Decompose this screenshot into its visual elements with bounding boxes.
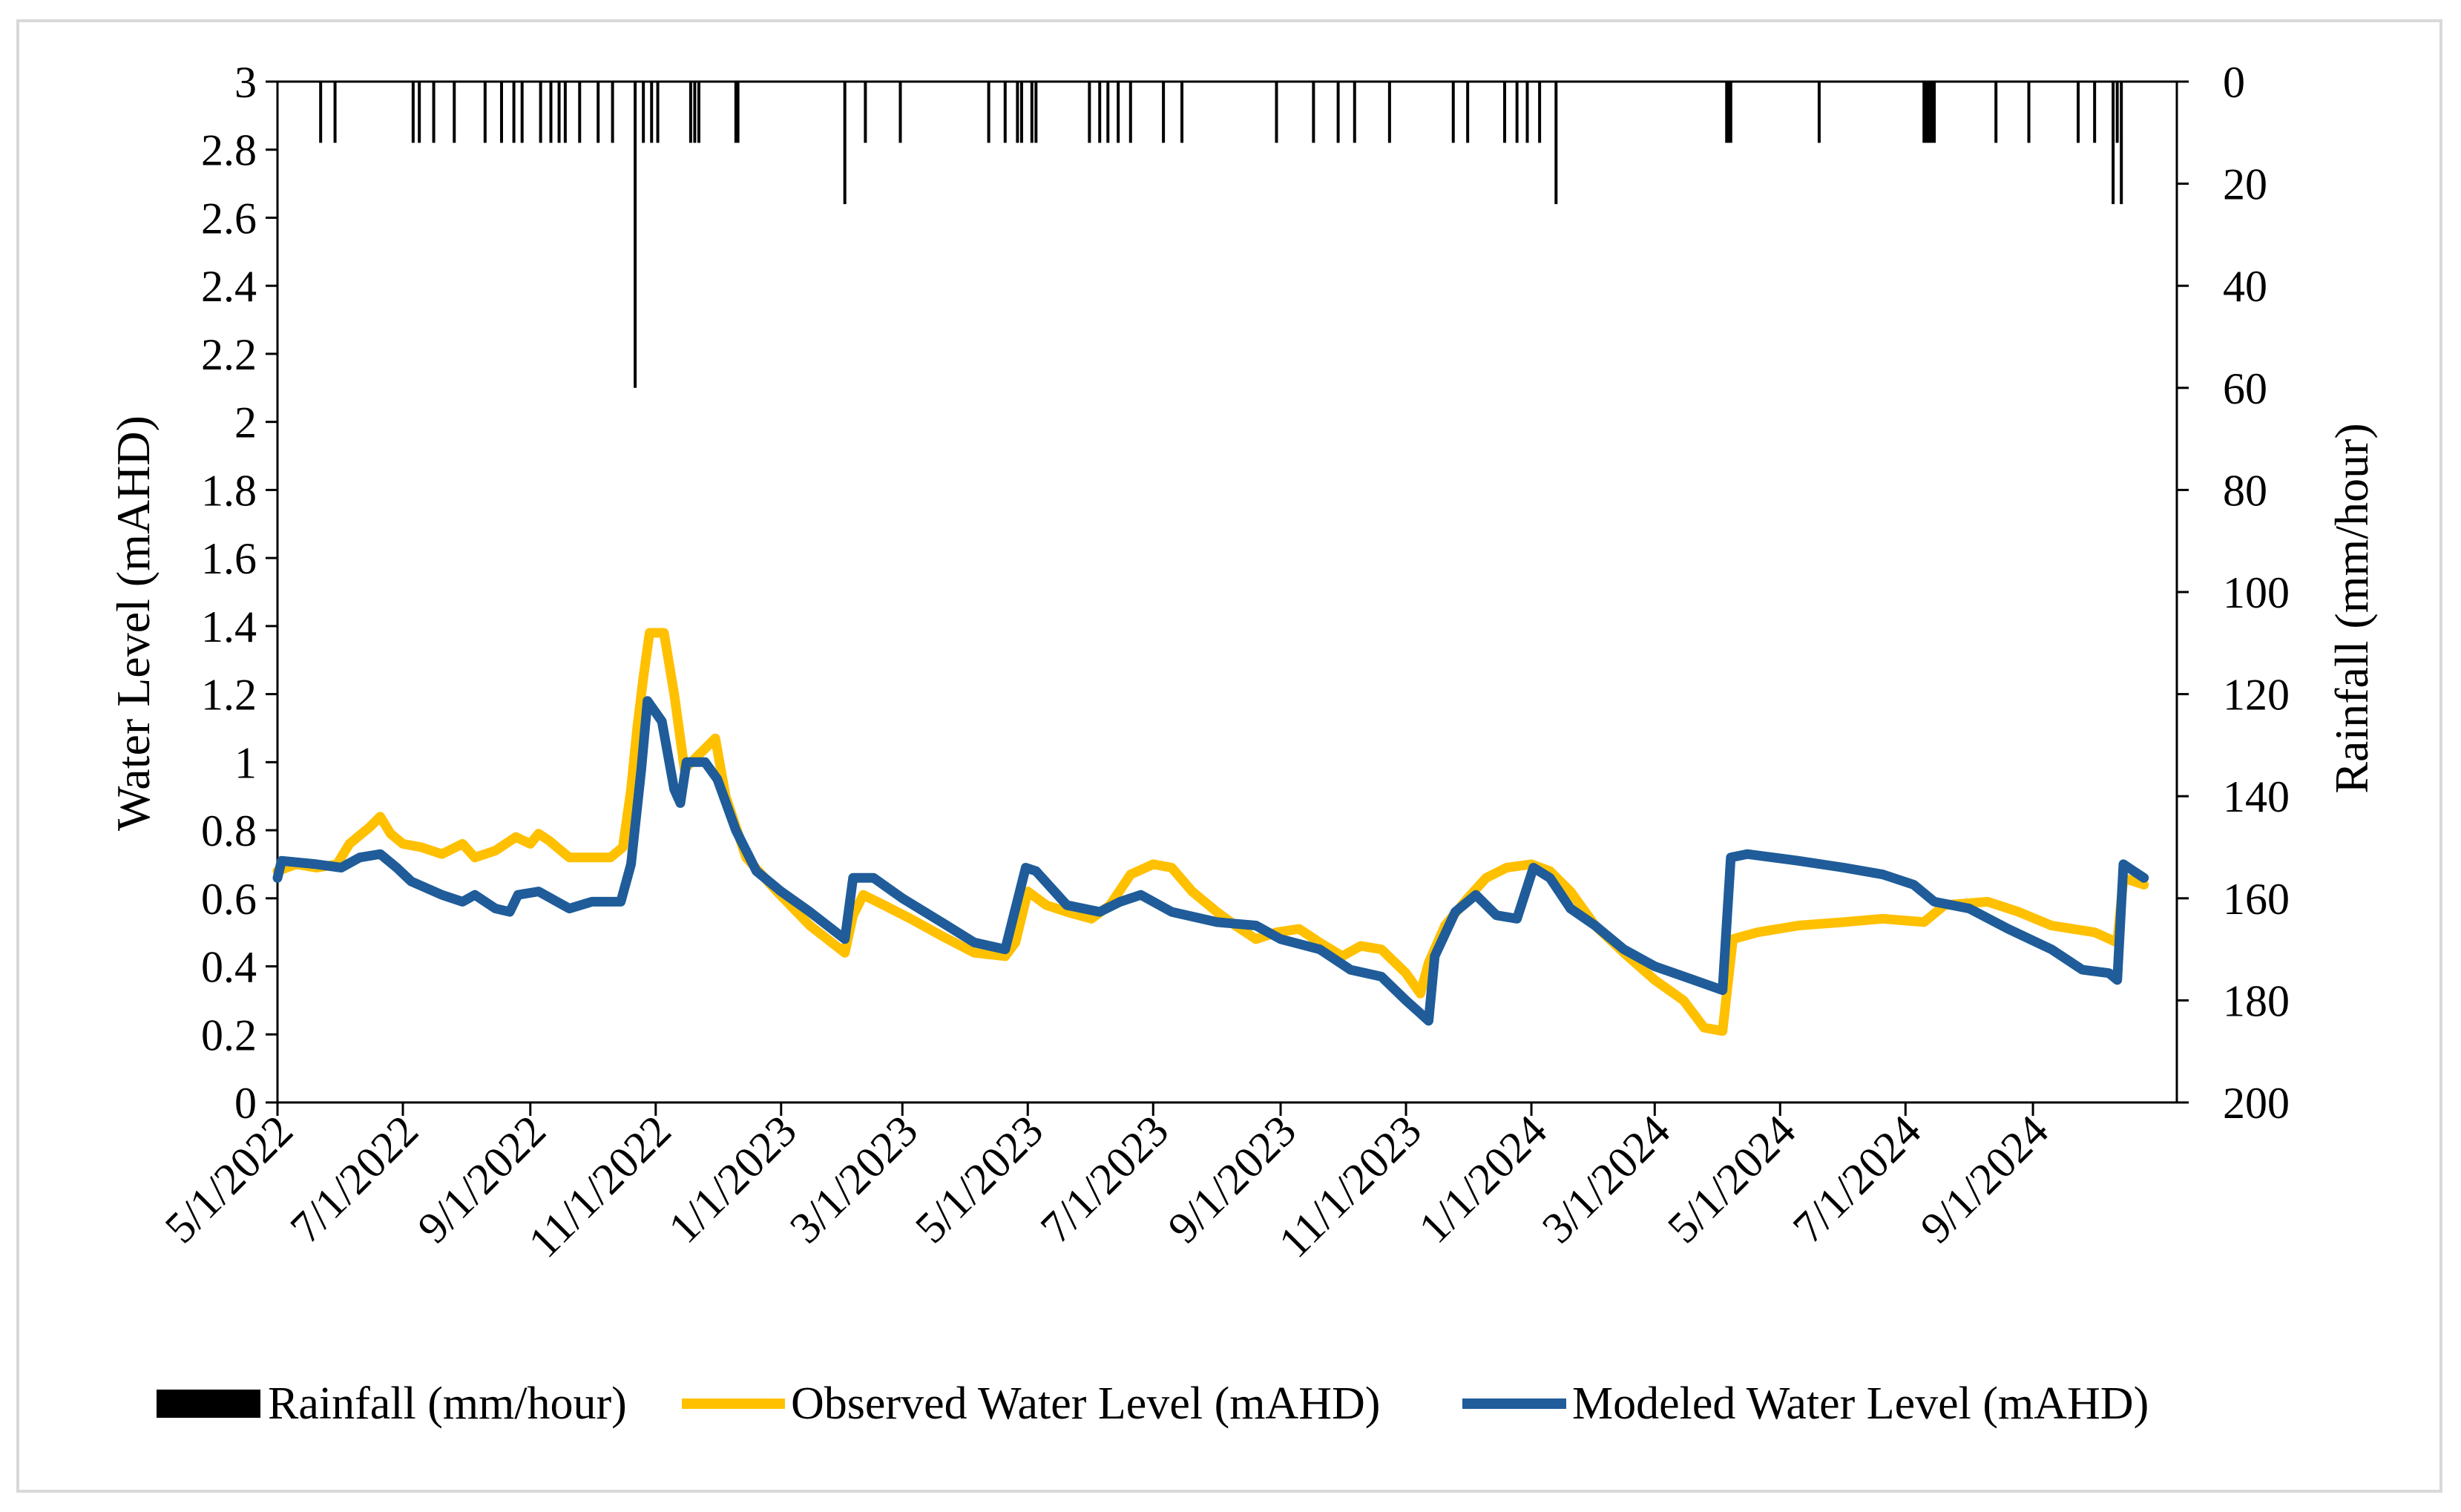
y-tick-label: 2.8: [201, 126, 257, 175]
modeled-water-level-line: [272, 696, 2149, 1026]
x-tick-label: 7/1/2022: [281, 1106, 428, 1253]
x-tick-label: 5/1/2022: [156, 1106, 303, 1253]
x-tick-label: 5/1/2024: [1658, 1106, 1805, 1253]
y-axis-label: Water Level (mAHD): [107, 415, 160, 831]
legend-observed-label: Observed Water Level (mAHD): [791, 1378, 1380, 1429]
y2-tick-label: 160: [2223, 875, 2290, 924]
x-tick-label: 3/1/2024: [1533, 1106, 1680, 1253]
y2-tick-label: 20: [2223, 160, 2267, 209]
x-tick-label: 7/1/2023: [1031, 1106, 1178, 1253]
y2-tick-label: 120: [2223, 671, 2290, 720]
x-tick-label: 1/1/2023: [659, 1106, 806, 1253]
y-tick-label: 1.8: [201, 466, 257, 515]
x-tick-label: 5/1/2023: [906, 1106, 1053, 1253]
y2-tick-label: 80: [2223, 466, 2267, 515]
observed-water-level-line: [272, 628, 2149, 1036]
y-tick-label: 1.4: [201, 602, 257, 651]
y-tick-label: 2.2: [201, 330, 257, 379]
legend-modeled-label: Modeled Water Level (mAHD): [1572, 1378, 2149, 1429]
y-tick-label: 3: [234, 58, 257, 107]
chart: 0 0.2 0.4 0.6 0.8 1 1.2 1.4 1.6 1.8 2 2.2 2.4 2.6 2.8 3…: [107, 58, 2378, 1429]
y2-tick-label: 40: [2223, 262, 2267, 311]
y-tick-label: 0: [234, 1079, 257, 1128]
y2-tick-label: 180: [2223, 976, 2290, 1025]
x-tick-label: 3/1/2023: [781, 1106, 927, 1253]
y2-tick-label: 200: [2223, 1079, 2290, 1128]
y-tick-label: 2.4: [201, 262, 257, 311]
y2-tick-label: 140: [2223, 772, 2290, 821]
y-tick-label: 0.4: [201, 943, 257, 992]
y2-tick-label: 60: [2223, 364, 2267, 413]
figure-frame: 0 0.2 0.4 0.6 0.8 1 1.2 1.4 1.6 1.8 2 2.2 2.4 2.6 2.8 3…: [16, 19, 2442, 1493]
x-tick-label: 1/1/2024: [1410, 1106, 1557, 1253]
y-tick-label: 2: [234, 398, 257, 447]
legend: Rainfall (mm/hour) Observed Water Level …: [157, 1378, 2149, 1429]
y-tick-label: 2.6: [201, 194, 257, 243]
legend-rainfall-label: Rainfall (mm/hour): [268, 1378, 627, 1429]
y-tick-label: 1.2: [201, 671, 257, 720]
y-tick-label: 0.8: [201, 806, 257, 855]
legend-rainfall-swatch: [157, 1390, 260, 1418]
y2-tick-label: 100: [2223, 568, 2290, 617]
y2-axis-label: Rainfall (mm/hour): [2325, 423, 2378, 793]
y-tick-label: 1.6: [201, 534, 257, 583]
y-tick-label: 1: [234, 738, 257, 787]
y-tick-label: 0.6: [201, 875, 257, 924]
y2-tick-label: 0: [2223, 58, 2245, 107]
x-tick-label: 7/1/2024: [1784, 1106, 1931, 1253]
x-tick-label: 9/1/2024: [1911, 1106, 2058, 1253]
y-tick-label: 0.2: [201, 1010, 257, 1059]
